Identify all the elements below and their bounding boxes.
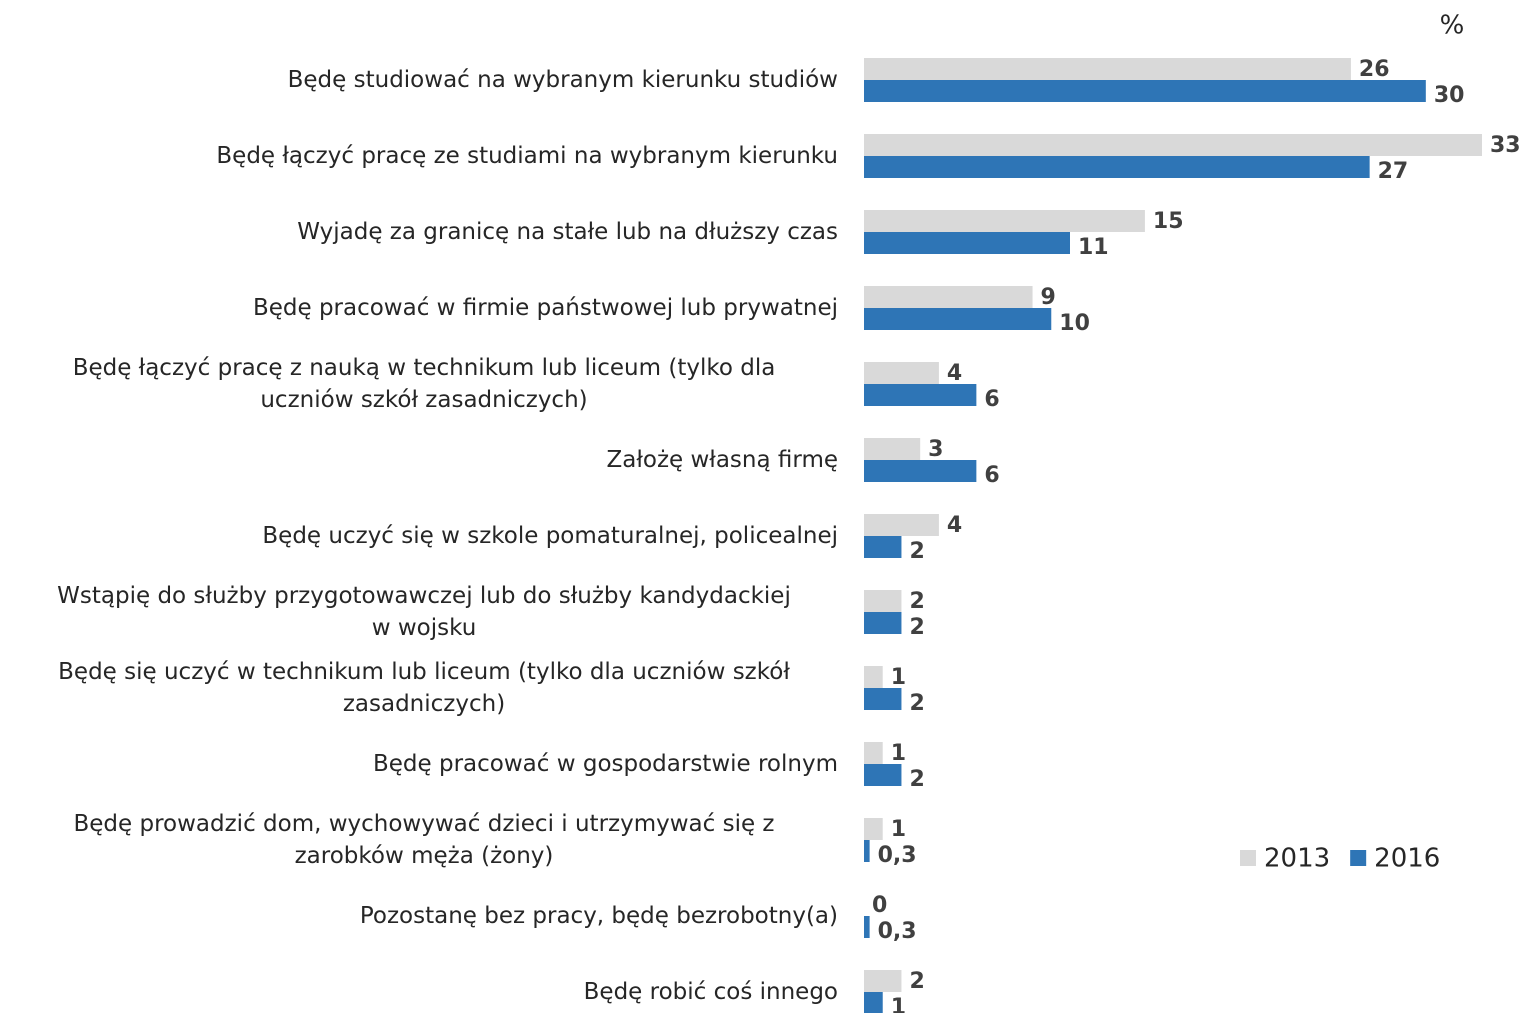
data-label: 0: [872, 893, 887, 918]
bar: [864, 308, 1052, 330]
bar: [864, 286, 1033, 308]
bar: [864, 80, 1426, 102]
data-label: 4: [947, 513, 962, 538]
category-label: Będę robić coś innego: [584, 979, 838, 1005]
bar: [864, 514, 939, 536]
data-label: 2: [909, 539, 924, 564]
bar: [864, 58, 1351, 80]
data-label: 3: [928, 437, 943, 462]
category-label: Będę uczyć się w szkole pomaturalnej, po…: [262, 523, 838, 549]
bar: [864, 460, 977, 482]
data-label: 27: [1378, 159, 1409, 184]
bar: [864, 666, 883, 688]
bar: [864, 210, 1145, 232]
category-label: Wstąpię do służby przygotowawczej lub do…: [57, 583, 791, 641]
bar: [864, 438, 921, 460]
category-label: Będę pracować w gospodarstwie rolnym: [373, 751, 838, 777]
data-label: 15: [1153, 209, 1184, 234]
data-label: 2: [909, 589, 924, 614]
category-label: Będę prowadzić dom, wychowywać dzieci i …: [73, 811, 774, 869]
data-label: 6: [984, 463, 999, 488]
bar: [864, 384, 977, 406]
category-label: Pozostanę bez pracy, będę bezrobotny(a): [360, 903, 838, 929]
data-label: 2: [909, 615, 924, 640]
bar: [864, 916, 870, 938]
category-label: Wyjadę za granicę na stałe lub na dłuższ…: [297, 219, 838, 245]
data-label: 2: [909, 969, 924, 994]
data-label: 30: [1434, 83, 1465, 108]
bar: [864, 688, 902, 710]
data-label: 2: [909, 691, 924, 716]
bar: [864, 232, 1070, 254]
bar: [864, 970, 902, 992]
legend-swatch: [1240, 850, 1256, 866]
bar: [864, 764, 902, 786]
legend-label: 2013: [1264, 844, 1330, 874]
bar: [864, 840, 870, 862]
category-label: Założę własną firmę: [607, 447, 839, 473]
data-label: 1: [891, 665, 906, 690]
category-label: Będę łączyć pracę ze studiami na wybrany…: [216, 143, 838, 169]
legend-swatch: [1350, 850, 1367, 866]
legend-label: 2016: [1374, 844, 1440, 874]
category-label: Będę się uczyć w technikum lub liceum (t…: [58, 659, 790, 717]
category-label: Będę studiować na wybranym kierunku stud…: [288, 67, 838, 93]
bar: [864, 134, 1482, 156]
data-label: 9: [1041, 285, 1056, 310]
bar: [864, 590, 902, 612]
data-label: 4: [947, 361, 962, 386]
data-label: 10: [1059, 311, 1090, 336]
data-label: 6: [984, 387, 999, 412]
bar: [864, 362, 939, 384]
data-label: 1: [891, 995, 906, 1013]
data-label: 1: [891, 741, 906, 766]
data-label: 0,3: [878, 843, 917, 868]
bar: [864, 742, 883, 764]
data-label: 0,3: [878, 919, 917, 944]
data-label: 1: [891, 817, 906, 842]
bar: [864, 536, 902, 558]
data-label: 26: [1359, 57, 1390, 82]
bar: [864, 612, 902, 634]
data-label: 11: [1078, 235, 1109, 260]
data-label: 2: [909, 767, 924, 792]
data-label: 33: [1490, 133, 1521, 158]
bar: [864, 818, 883, 840]
category-label: Będę pracować w firmie państwowej lub pr…: [253, 295, 838, 321]
category-label: Będę łączyć pracę z nauką w technikum lu…: [73, 355, 776, 413]
unit-label: %: [1440, 11, 1465, 41]
bar: [864, 992, 883, 1013]
bar: [864, 156, 1370, 178]
